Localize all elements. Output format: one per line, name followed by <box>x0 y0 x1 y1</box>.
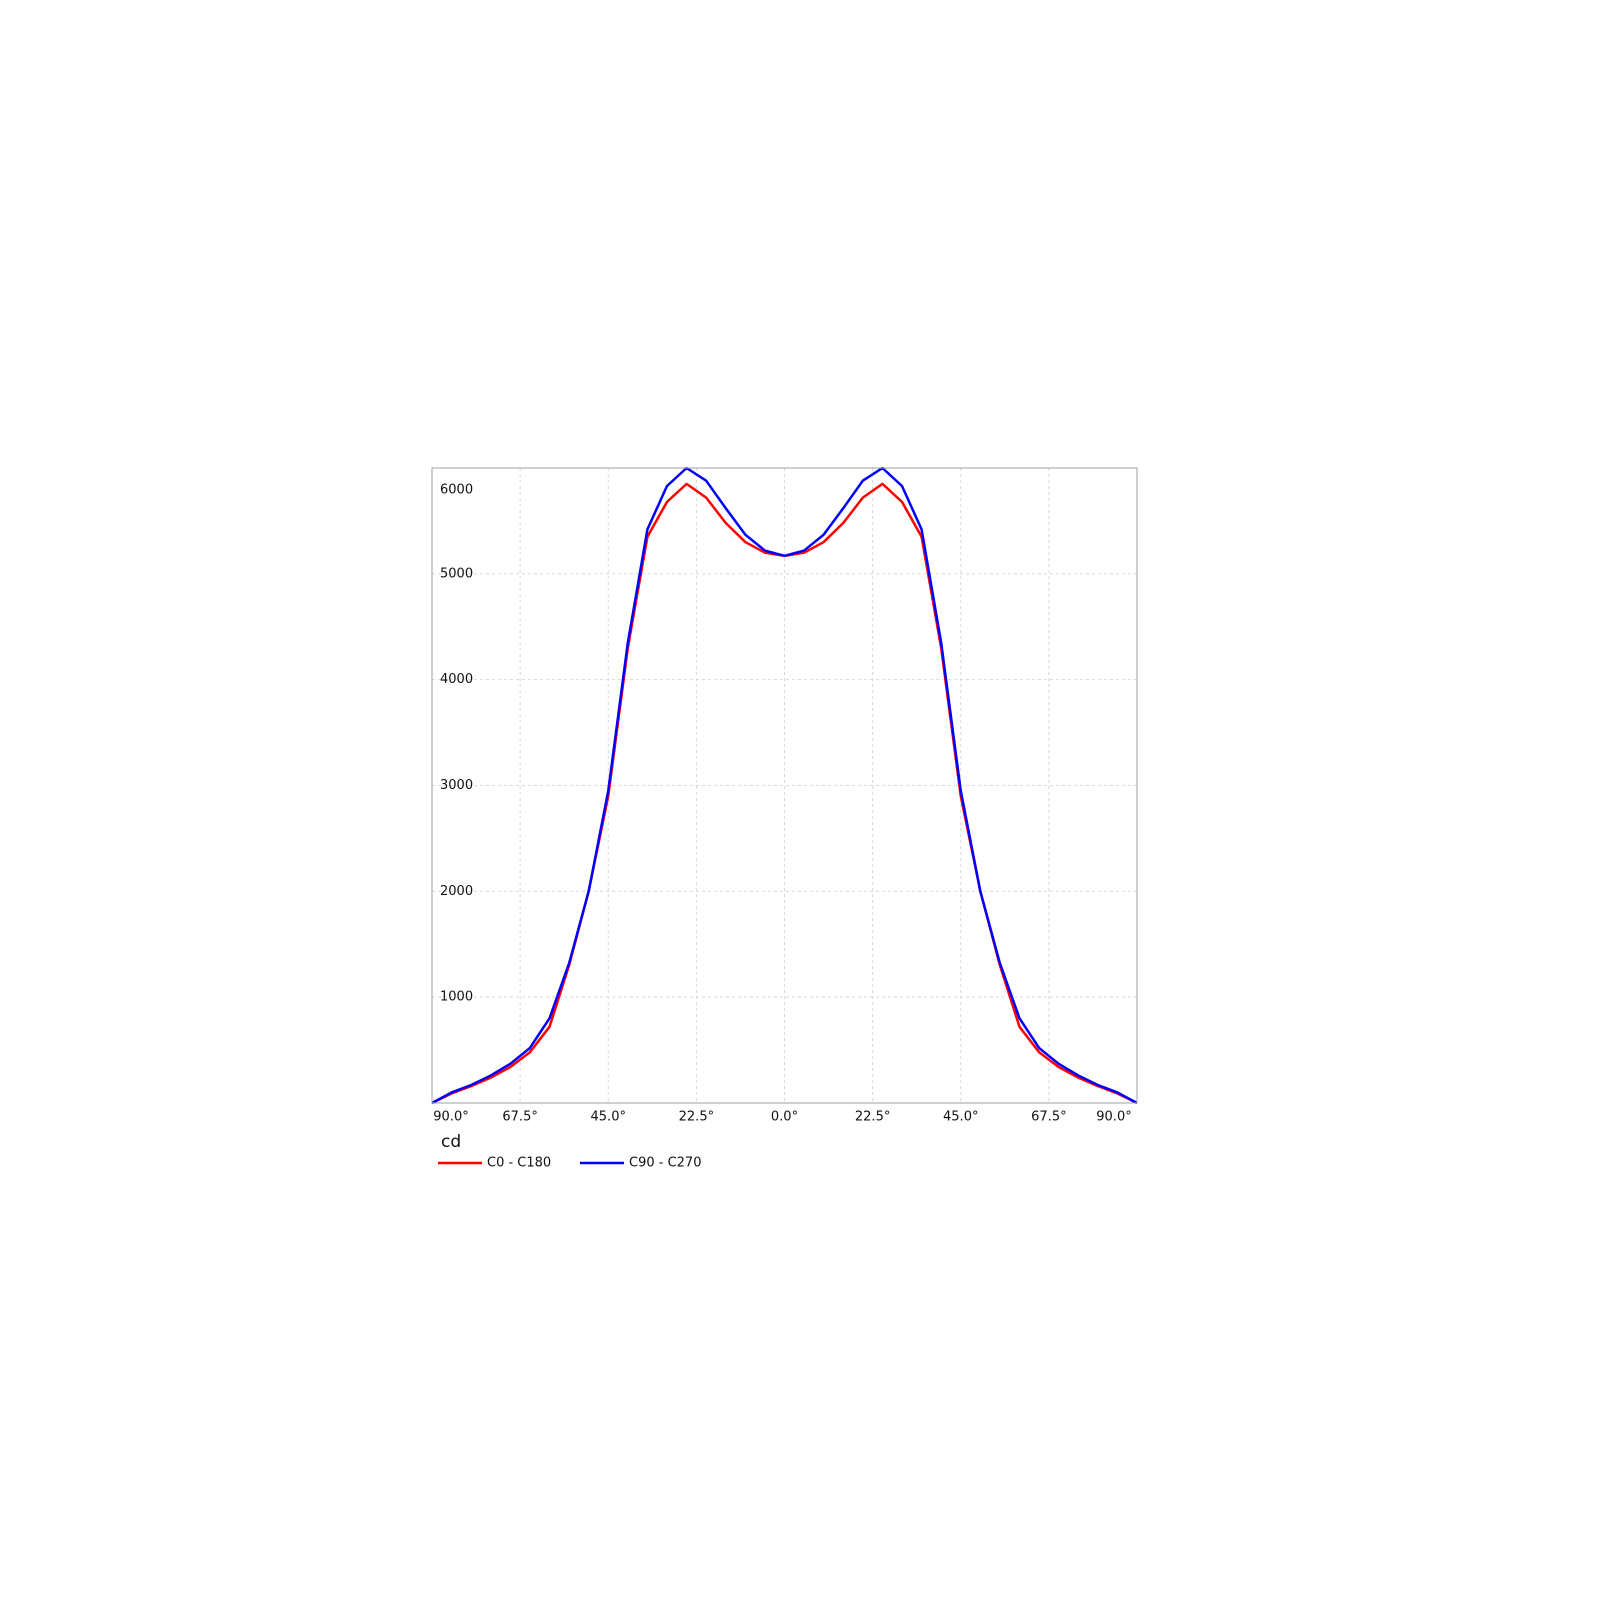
y-tick-label: 4000 <box>440 672 473 687</box>
x-tick-label: 67.5° <box>1031 1110 1066 1125</box>
plot-frame <box>431 467 1138 1104</box>
legend: C0 - C180 C90 - C270 <box>438 1156 701 1171</box>
y-tick-label: 2000 <box>440 884 473 899</box>
y-tick-label: 5000 <box>440 566 473 581</box>
x-tick-label: 90.0° <box>433 1110 468 1125</box>
legend-label: C90 - C270 <box>629 1156 701 1171</box>
x-tick-label: 22.5° <box>855 1110 890 1125</box>
legend-label: C0 - C180 <box>487 1156 551 1171</box>
x-tick-label: 67.5° <box>502 1110 537 1125</box>
y-tick-label: 3000 <box>440 778 473 793</box>
x-tick-label: 45.0° <box>943 1110 978 1125</box>
y-tick-label: 1000 <box>440 990 473 1005</box>
plot-lines <box>431 466 1138 1105</box>
x-tick-label: 0.0° <box>771 1110 798 1125</box>
y-axis-unit: cd <box>441 1132 461 1152</box>
x-tick-label: 90.0° <box>1096 1110 1131 1125</box>
series-line <box>431 466 1138 1105</box>
x-tick-label: 22.5° <box>679 1110 714 1125</box>
y-tick-label: 6000 <box>440 483 473 498</box>
x-tick-label: 45.0° <box>591 1110 626 1125</box>
